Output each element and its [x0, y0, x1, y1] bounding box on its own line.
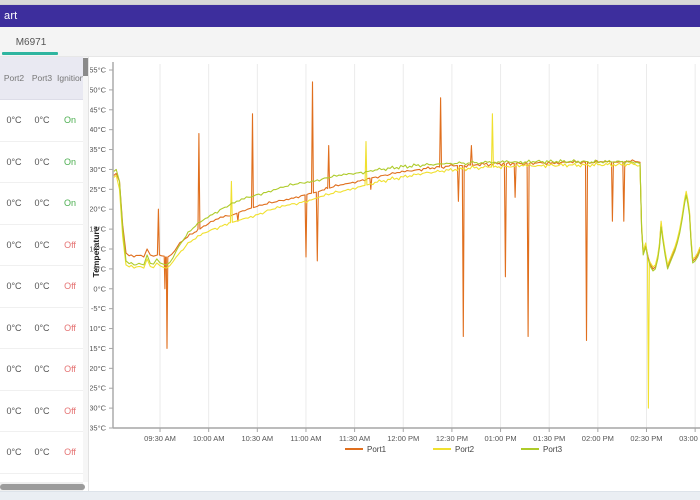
- cell-port2: 0°C: [0, 431, 28, 474]
- x-axis-tick-label: 10:00 AM: [193, 434, 225, 443]
- y-axis-tick-label: 15°C: [90, 225, 107, 234]
- cell-port3: 0°C: [28, 265, 56, 308]
- table-row: 0°C 0°C On: [0, 182, 84, 225]
- cell-ignition: On: [56, 141, 84, 183]
- tab-device[interactable]: M6971: [0, 27, 62, 57]
- tab-label: M6971: [15, 36, 47, 48]
- y-axis-tick-label: -15°C: [90, 344, 107, 353]
- legend-label: Port2: [455, 445, 475, 454]
- cell-port2: 0°C: [0, 182, 28, 225]
- cell-ignition: On: [56, 99, 84, 142]
- cell-port3: 0°C: [28, 182, 56, 225]
- x-axis-tick-label: 02:30 PM: [630, 434, 662, 443]
- x-axis-tick-label: 03:00 PM: [679, 434, 700, 443]
- cell-port2: 0°C: [0, 348, 28, 391]
- cell-ignition: Off: [56, 265, 84, 308]
- series-line-port1: [113, 81, 700, 349]
- telemetry-table-panel: Port2 Port3 Ignition 0°C 0°C On 0°C 0°C On 0°C 0°…: [0, 57, 89, 491]
- legend-item-port3[interactable]: Port3: [521, 445, 563, 454]
- window-top-strip: [0, 0, 700, 5]
- x-axis-tick-label: 01:30 PM: [533, 434, 565, 443]
- table-horizontal-scrollbar-thumb[interactable]: [0, 483, 85, 490]
- x-axis-tick-label: 12:00 PM: [387, 434, 419, 443]
- y-axis-tick-label: 35°C: [90, 145, 107, 154]
- y-axis-tick-label: -20°C: [90, 364, 107, 373]
- tab-active-indicator: [2, 52, 58, 55]
- series-line-port2: [113, 113, 700, 409]
- cell-ignition: Off: [56, 431, 84, 474]
- cell-port3: 0°C: [28, 390, 56, 432]
- main-content: Port2 Port3 Ignition 0°C 0°C On 0°C 0°C On 0°C 0°…: [0, 57, 700, 491]
- cell-port3: 0°C: [28, 431, 56, 474]
- app-bar: art: [0, 5, 700, 27]
- y-axis-tick-label: 50°C: [90, 85, 107, 94]
- table-vertical-scrollbar-thumb[interactable]: [83, 58, 88, 76]
- x-axis-tick-label: 10:30 AM: [241, 434, 273, 443]
- x-axis-tick-label: 11:00 AM: [290, 434, 321, 443]
- cell-port3: 0°C: [28, 99, 56, 142]
- y-axis-tick-label: -25°C: [90, 384, 107, 393]
- table-row: 0°C 0°C On: [0, 99, 84, 142]
- y-axis-tick-label: 40°C: [90, 125, 107, 134]
- y-axis-label: Temperature: [91, 226, 101, 277]
- column-header-port3: Port3: [28, 57, 56, 100]
- y-axis-tick-label: 0°C: [93, 284, 106, 293]
- legend-label: Port3: [543, 445, 563, 454]
- legend-label: Port1: [367, 445, 387, 454]
- cell-ignition: Off: [56, 224, 84, 266]
- series-line-port3: [113, 159, 700, 272]
- x-axis-tick-label: 11:30 AM: [339, 434, 370, 443]
- y-axis-tick-label: 5°C: [93, 264, 106, 273]
- cell-port3: 0°C: [28, 141, 56, 183]
- window-bottom-strip: [0, 491, 700, 500]
- cell-port2: 0°C: [0, 224, 28, 266]
- y-axis-tick-label: -30°C: [90, 404, 107, 413]
- temperature-chart: 55°C 50°C 45°C 40°C 35°C 30°C 25°C 20°C 15°C 10°C…: [90, 62, 700, 454]
- y-axis-tick-label: 55°C: [90, 66, 107, 75]
- y-axis-tick-label: -10°C: [90, 324, 107, 333]
- x-axis-tick-label: 01:00 PM: [484, 434, 516, 443]
- app-bar-title: art: [4, 10, 18, 22]
- cell-port3: 0°C: [28, 307, 56, 349]
- y-axis-tick-label: 10°C: [90, 245, 107, 254]
- y-axis-tick-label: -35°C: [90, 424, 107, 433]
- cell-port2: 0°C: [0, 307, 28, 349]
- y-axis-tick-label: -5°C: [91, 304, 107, 313]
- telemetry-table: Port2 Port3 Ignition 0°C 0°C On 0°C 0°C On 0°C 0°…: [0, 57, 84, 491]
- table-header-row: Port2 Port3 Ignition: [0, 57, 84, 100]
- table-horizontal-scrollbar[interactable]: [0, 482, 85, 491]
- legend-item-port2[interactable]: Port2: [433, 445, 475, 454]
- cell-port2: 0°C: [0, 99, 28, 142]
- cell-ignition: Off: [56, 348, 84, 391]
- y-axis-tick-label: 30°C: [90, 165, 107, 174]
- chart-panel: 55°C 50°C 45°C 40°C 35°C 30°C 25°C 20°C 15°C 10°C…: [90, 57, 700, 491]
- cell-port2: 0°C: [0, 390, 28, 432]
- y-axis-tick-label: 25°C: [90, 185, 107, 194]
- cell-ignition: On: [56, 182, 84, 225]
- y-axis-tick-label: 20°C: [90, 205, 107, 214]
- table-vertical-scrollbar[interactable]: [83, 57, 88, 482]
- table-row: 0°C 0°C On: [0, 141, 84, 183]
- cell-port3: 0°C: [28, 224, 56, 266]
- cell-port2: 0°C: [0, 141, 28, 183]
- column-header-ignition: Ignition: [56, 57, 84, 100]
- cell-ignition: Off: [56, 307, 84, 349]
- x-axis-tick-label: 02:00 PM: [582, 434, 614, 443]
- column-header-port2: Port2: [0, 57, 28, 100]
- x-axis-tick-label: 12:30 PM: [436, 434, 468, 443]
- y-axis-tick-label: 45°C: [90, 105, 107, 114]
- x-axis-tick-label: 09:30 AM: [144, 434, 176, 443]
- cell-port2: 0°C: [0, 265, 28, 308]
- cell-ignition: Off: [56, 390, 84, 432]
- tab-bar: M6971: [0, 27, 700, 57]
- legend-item-port1[interactable]: Port1: [345, 445, 387, 454]
- cell-port3: 0°C: [28, 348, 56, 391]
